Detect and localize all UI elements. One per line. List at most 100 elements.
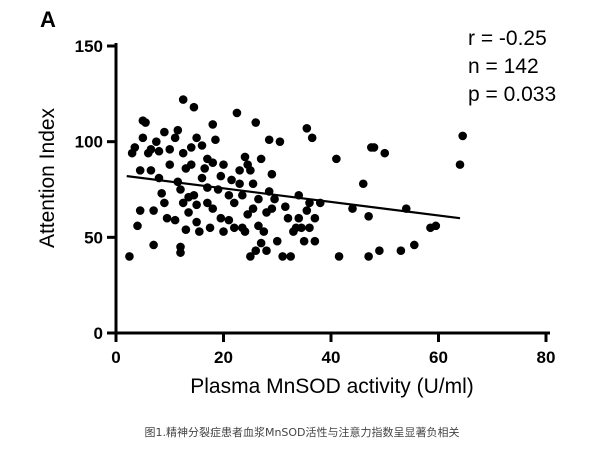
- x-tick-label: 20: [214, 348, 233, 367]
- stat-p: p = 0.033: [468, 83, 556, 106]
- data-point: [133, 221, 142, 231]
- data-point: [286, 252, 295, 261]
- data-point: [195, 227, 204, 236]
- data-point: [157, 189, 166, 198]
- data-point: [240, 227, 250, 236]
- data-point: [243, 210, 252, 219]
- data-point: [262, 246, 271, 256]
- data-point: [235, 179, 244, 189]
- y-ticks: 0 50 100 150: [75, 37, 116, 343]
- data-point: [246, 166, 255, 175]
- stat-n: n = 142: [468, 55, 539, 78]
- data-point: [305, 223, 314, 233]
- data-point: [238, 190, 247, 200]
- data-point: [248, 204, 258, 213]
- stat-r: r = -0.25: [468, 27, 547, 50]
- data-point: [165, 160, 175, 169]
- data-point: [267, 204, 277, 213]
- x-tick-label: 0: [111, 348, 120, 367]
- data-point: [224, 190, 234, 200]
- data-point: [364, 252, 373, 261]
- data-point: [302, 123, 312, 133]
- data-point: [181, 225, 191, 234]
- data-point: [152, 137, 161, 146]
- data-point: [310, 213, 320, 223]
- data-point: [235, 166, 244, 175]
- data-point: [203, 198, 212, 208]
- regression-line: [126, 175, 461, 220]
- data-point: [229, 198, 239, 208]
- data-point: [251, 118, 261, 127]
- data-point: [251, 246, 261, 256]
- data-point: [135, 166, 145, 175]
- data-point: [197, 173, 207, 183]
- data-point: [358, 179, 368, 189]
- data-point: [307, 133, 317, 143]
- data-point: [259, 227, 269, 236]
- data-point: [176, 248, 185, 257]
- data-point: [146, 145, 156, 154]
- data-points: [125, 95, 467, 261]
- data-point: [170, 133, 180, 143]
- data-point: [272, 236, 282, 246]
- data-point: [208, 120, 218, 129]
- data-point: [197, 141, 207, 150]
- data-point: [275, 137, 285, 146]
- data-point: [256, 238, 266, 248]
- x-tick-label: 60: [429, 348, 448, 367]
- data-point: [165, 145, 175, 154]
- data-point: [205, 223, 215, 233]
- data-point: [178, 198, 188, 208]
- data-point: [305, 198, 314, 208]
- data-point: [216, 171, 226, 181]
- data-point: [332, 154, 341, 164]
- data-point: [130, 143, 140, 152]
- data-point: [170, 215, 180, 225]
- data-point: [189, 190, 199, 200]
- data-point: [208, 158, 218, 168]
- data-point: [348, 204, 357, 213]
- data-point: [184, 208, 193, 217]
- data-point: [254, 194, 263, 204]
- y-tick-label: 150: [75, 37, 103, 56]
- data-point: [302, 206, 312, 215]
- data-point: [192, 133, 201, 143]
- data-point: [211, 135, 220, 145]
- data-point: [240, 152, 250, 162]
- data-point: [369, 143, 379, 152]
- data-point: [455, 160, 465, 169]
- data-point: [160, 127, 169, 137]
- data-point: [278, 252, 287, 261]
- y-tick-label: 0: [94, 324, 103, 343]
- x-axis-title: Plasma MnSOD activity (U/ml): [190, 375, 474, 398]
- data-point: [146, 166, 156, 175]
- data-point: [200, 164, 209, 173]
- data-point: [176, 185, 185, 194]
- y-tick-label: 100: [75, 133, 103, 152]
- data-point: [192, 200, 201, 210]
- data-point: [396, 246, 406, 256]
- data-point: [310, 236, 320, 246]
- data-point: [125, 252, 134, 261]
- data-point: [375, 246, 384, 256]
- data-point: [186, 143, 196, 152]
- data-point: [135, 206, 145, 215]
- data-point: [141, 118, 150, 127]
- data-point: [431, 221, 441, 231]
- data-point: [232, 108, 242, 118]
- y-axis-title: Attention Index: [36, 107, 59, 248]
- data-point: [297, 223, 306, 233]
- scatter-chart: A 0 50 100 150 0 20 40 60 80 Attention Index Pl…: [36, 7, 556, 398]
- data-point: [189, 102, 199, 112]
- x-tick-label: 40: [322, 348, 341, 367]
- data-point: [283, 213, 293, 223]
- data-point: [178, 95, 188, 104]
- data-point: [229, 223, 239, 233]
- data-point: [224, 215, 234, 225]
- data-point: [256, 154, 266, 164]
- x-tick-label: 80: [537, 348, 556, 367]
- x-ticks: 0 20 40 60 80: [111, 333, 555, 367]
- data-point: [299, 236, 309, 246]
- data-point: [192, 217, 201, 227]
